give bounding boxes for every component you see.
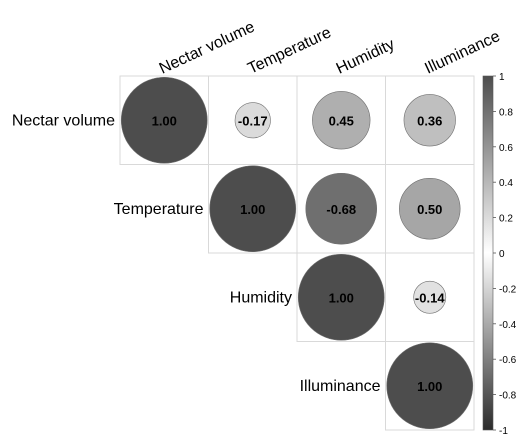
correlation-circle <box>403 94 456 147</box>
column-label: Illuminance <box>422 28 503 78</box>
correlation-circle <box>209 165 297 253</box>
row-label: Temperature <box>114 201 204 218</box>
colorbar-tick-label: 1 <box>499 72 505 83</box>
correlation-circle <box>234 102 271 139</box>
coefficient-labels: 1.00 -0.17 0.45 0.36 1.00 -0.68 0.50 1.00 -0.14 1… <box>152 113 446 394</box>
coefficient-label: 1.00 <box>152 113 177 128</box>
colorbar-tick-label: 0.8 <box>499 107 513 118</box>
coefficient-label: 0.45 <box>329 113 354 128</box>
correlation-circle <box>297 253 385 341</box>
colorbar-tick-label: -0.6 <box>499 355 517 366</box>
colorbar-tick-label: 0 <box>499 249 505 260</box>
correlation-circle <box>386 342 474 430</box>
colorbar-tick-label: -0.2 <box>499 284 517 295</box>
coefficient-label: 0.50 <box>417 202 442 217</box>
correlation-circle <box>312 91 371 150</box>
coefficient-label: -0.14 <box>415 290 445 305</box>
column-label: Nectar volume <box>157 19 258 78</box>
coefficient-label: 1.00 <box>417 379 442 394</box>
coefficient-label: 1.00 <box>240 202 265 217</box>
row-labels: Nectar volume Temperature Humidity Illumina… <box>12 112 381 395</box>
colorbar-tick-label: -0.4 <box>499 320 517 331</box>
correlation-circle <box>413 280 447 314</box>
correlation-circle <box>305 172 378 245</box>
row-label: Humidity <box>230 289 292 306</box>
coefficient-label: 0.36 <box>417 113 442 128</box>
colorbar-tick-label: 0.4 <box>499 178 513 189</box>
correlation-circle <box>399 178 461 240</box>
colorbar-tick-label: -1 <box>499 426 508 437</box>
colorbar-tick-label: -0.8 <box>499 391 517 402</box>
coefficient-label: 1.00 <box>329 290 354 305</box>
colorbar: 1 0.8 0.6 0.4 0.2 0 -0.2 -0.4 -0.6 -0.8 -1 <box>482 72 517 437</box>
correlation-circles <box>120 76 474 430</box>
coefficient-label: -0.68 <box>326 202 356 217</box>
row-label: Nectar volume <box>12 112 115 129</box>
row-label: Illuminance <box>300 378 381 395</box>
column-label: Temperature <box>245 24 334 77</box>
column-label: Humidity <box>334 36 398 78</box>
correlation-circle <box>120 76 208 164</box>
colorbar-tick-label: 0.6 <box>499 143 513 154</box>
colorbar-tick-label: 0.2 <box>499 214 513 225</box>
colorbar-gradient <box>482 75 494 431</box>
coefficient-label: -0.17 <box>238 113 268 128</box>
